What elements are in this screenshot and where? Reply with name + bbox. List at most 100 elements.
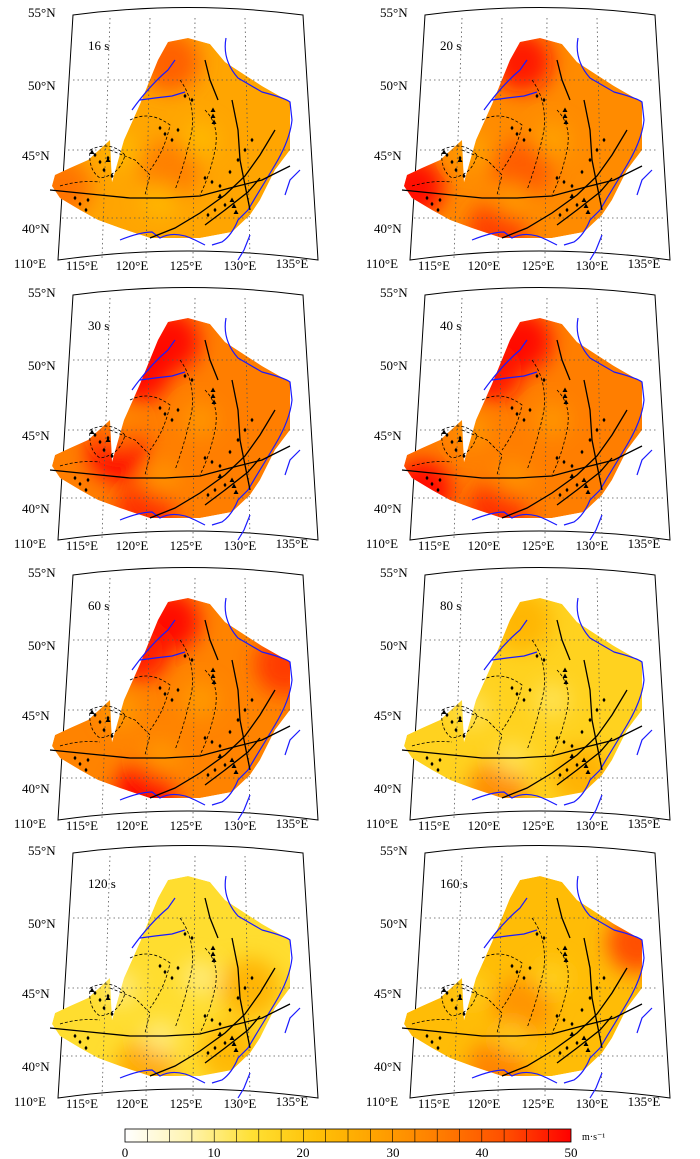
coastline xyxy=(211,37,293,246)
volcano-triangle xyxy=(217,193,223,198)
station-diamond xyxy=(73,1033,77,1039)
tectonic-boundary xyxy=(461,987,503,1034)
station-diamond xyxy=(86,477,90,483)
coastline xyxy=(491,371,538,381)
fault-line xyxy=(149,689,276,799)
coastline xyxy=(284,729,301,756)
lon-label: 130°E xyxy=(224,818,257,833)
volcano-triangle xyxy=(585,1047,591,1052)
period-label: 60 s xyxy=(88,598,109,613)
fault-line xyxy=(501,129,628,239)
volcano-triangle xyxy=(231,483,237,488)
lon-label: 120°E xyxy=(116,538,149,553)
station-diamond xyxy=(436,1045,440,1051)
fault-line xyxy=(204,457,261,506)
fault-line xyxy=(231,937,251,1049)
lon-label: 125°E xyxy=(170,818,203,833)
lon-label: 135°E xyxy=(276,536,309,551)
volcano-triangle xyxy=(105,157,111,162)
station-diamond xyxy=(436,487,440,493)
fault-line xyxy=(231,379,251,491)
station-diamond xyxy=(565,1045,569,1051)
period-label: 80 s xyxy=(440,598,461,613)
volcano-triangle xyxy=(563,957,569,962)
station-diamond xyxy=(562,179,566,185)
lon-label: 110°E xyxy=(14,816,46,831)
station-diamond xyxy=(228,449,232,455)
station-diamond xyxy=(515,131,519,137)
tectonic-boundary xyxy=(411,1019,453,1025)
fault-line xyxy=(556,1015,613,1064)
colorbar-legend: 0 10 20 30 40 50 m·s⁻¹ xyxy=(122,1128,605,1159)
lon-label: 115°E xyxy=(418,818,450,833)
station-diamond xyxy=(223,202,227,208)
coastline xyxy=(589,794,603,821)
station-diamond xyxy=(462,453,466,459)
station-diamond xyxy=(595,147,599,153)
coastline xyxy=(483,339,528,391)
lon-label: 125°E xyxy=(522,818,555,833)
station-diamond xyxy=(558,1050,562,1056)
station-diamond xyxy=(98,439,102,445)
map-panel-p20: 20 s 55°N 50°N 45°N 40°N 110°E 115°E 120°E 125°E… xyxy=(366,5,671,273)
station-diamond xyxy=(176,407,180,413)
lat-label: 45°N xyxy=(374,428,402,443)
coastline xyxy=(139,91,186,101)
tectonic-boundary xyxy=(481,115,523,171)
coastline xyxy=(131,619,176,671)
station-diamond xyxy=(575,1040,579,1046)
tectonic-boundary xyxy=(199,389,217,476)
coastline xyxy=(131,339,176,391)
period-label: 120 s xyxy=(88,876,116,891)
station-diamond xyxy=(602,137,606,143)
fault-line xyxy=(149,409,276,519)
tectonic-boundary xyxy=(526,917,545,1029)
station-diamond xyxy=(110,453,114,459)
volcano-triangle xyxy=(89,149,95,154)
volcano-triangle xyxy=(562,945,568,950)
lat-label: 50°N xyxy=(380,78,408,93)
volcano-triangle xyxy=(583,763,589,768)
volcano-triangle xyxy=(89,429,95,434)
velocity-low-patch xyxy=(494,742,530,778)
coastline xyxy=(284,1007,301,1034)
coastline xyxy=(563,875,645,1084)
lat-label: 55°N xyxy=(380,843,408,858)
lat-label: 40°N xyxy=(22,501,50,516)
tectonic-boundary xyxy=(109,709,151,756)
lon-label: 125°E xyxy=(170,538,203,553)
tectonic-boundary xyxy=(551,109,569,196)
volcano-triangle xyxy=(569,473,575,478)
tectonic-boundary xyxy=(481,675,523,731)
station-diamond xyxy=(555,175,559,181)
station-diamond xyxy=(250,417,254,423)
lon-label: 110°E xyxy=(366,256,398,271)
fault-line xyxy=(204,1015,261,1064)
station-diamond xyxy=(206,492,210,498)
lon-label: 120°E xyxy=(468,258,501,273)
period-label: 16 s xyxy=(88,38,109,53)
map-panel-p160: 160 s 55°N 50°N 45°N 40°N 110°E 115°E 120°E 125°… xyxy=(366,843,671,1111)
station-diamond xyxy=(170,417,174,423)
tectonic-boundary xyxy=(129,675,171,731)
lon-label: 130°E xyxy=(576,258,609,273)
lat-label: 45°N xyxy=(374,986,402,1001)
station-diamond xyxy=(190,97,194,103)
station-diamond xyxy=(570,1021,574,1027)
velocity-low-patch xyxy=(534,122,570,158)
volcano-triangle xyxy=(233,489,239,494)
map-panel-p16: 16 s 55°N 50°N 45°N 40°N 110°E 115°E 120°E 125°E… xyxy=(14,5,319,273)
volcano-triangle xyxy=(457,995,463,1000)
volcano-triangle xyxy=(105,995,111,1000)
lat-label: 45°N xyxy=(22,428,50,443)
tectonic-boundary xyxy=(59,461,101,467)
coastline xyxy=(211,875,293,1084)
tectonic-boundary xyxy=(59,1019,101,1025)
station-diamond xyxy=(580,169,584,175)
station-diamond xyxy=(565,207,569,213)
station-diamond xyxy=(250,137,254,143)
lon-label: 115°E xyxy=(66,258,98,273)
lon-label: 115°E xyxy=(418,258,450,273)
coastline xyxy=(563,37,645,246)
volcano-triangle xyxy=(563,679,569,684)
